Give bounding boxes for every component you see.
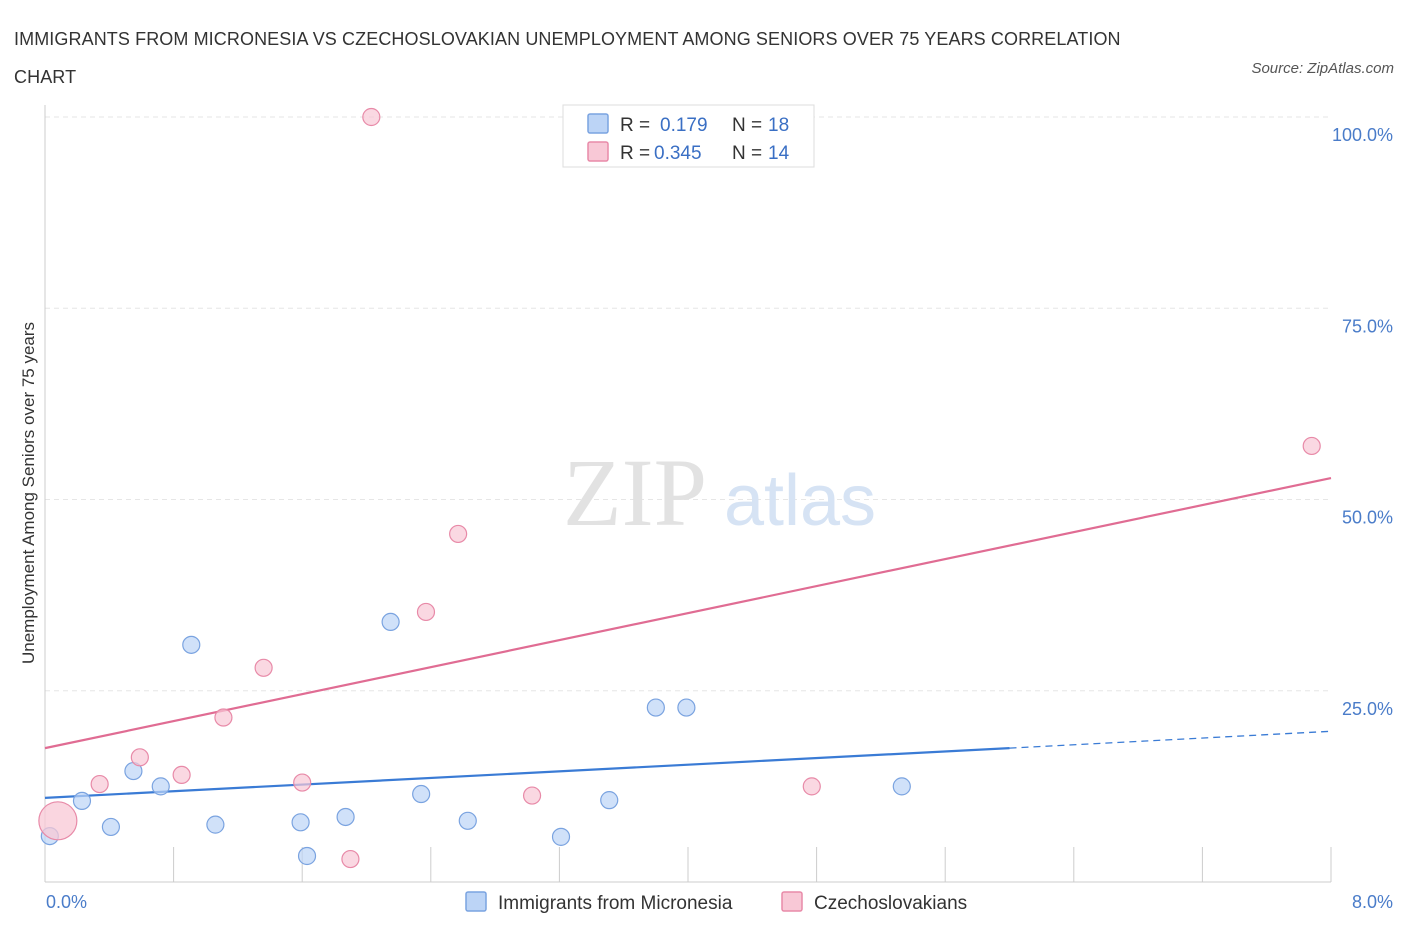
trend-line-micronesia [44,747,1010,799]
point-czechoslovakians [522,786,542,805]
point-micronesia [600,791,619,810]
point-czechoslovakians [214,708,233,727]
bottom-legend-label-czechoslovakians: Czechoslovakians [814,893,967,914]
bottom-legend-swatch-micronesia [465,891,487,912]
bottom-legend: Immigrants from Micronesia Czechoslovaki… [465,891,967,914]
y-tick-label: 25.0% [1342,699,1393,719]
point-micronesia [151,777,170,796]
y-tick-label: 50.0% [1342,508,1393,528]
legend-r-value-1: 0.179 [660,115,708,136]
point-czechoslovakians [1302,436,1321,456]
point-micronesia [458,811,477,830]
chart-source: Source: ZipAtlas.com [1251,60,1394,77]
y-tick-label: 75.0% [1342,316,1393,336]
legend-n-label-2: N = [732,143,762,164]
point-czechoslovakians [341,849,360,869]
point-micronesia [892,777,911,796]
point-micronesia [677,698,696,717]
point-czechoslovakians [172,765,191,785]
legend-swatch-micronesia [587,113,609,134]
point-micronesia [551,827,571,846]
point-micronesia [291,813,310,832]
point-micronesia [412,784,431,804]
point-micronesia [206,815,225,834]
point-czechoslovakians [362,107,381,127]
x-tick-label: 0.0% [46,892,87,912]
point-czechoslovakians [802,777,821,796]
point-micronesia [646,698,665,717]
axes [44,105,1332,883]
point-czechoslovakians [416,602,436,622]
legend-n-label-1: N = [732,115,762,136]
point-micronesia [72,791,92,811]
trend-line-extension [1009,730,1332,749]
y-tick-label: 100.0% [1332,125,1393,145]
point-czechoslovakians [90,774,109,794]
legend-r-label-1: R = [620,115,650,136]
watermark-zip: ZIP [563,439,707,546]
x-tick-label: 8.0% [1352,892,1393,912]
top-legend: R = 0.179 N = 18 R = 0.345 N = 14 [562,104,815,168]
legend-n-value-1: 18 [768,115,789,136]
trend-lines [44,477,1332,799]
point-micronesia [336,807,355,827]
y-axis-label: Unemployment Among Seniors over 75 years [19,322,38,664]
legend-swatch-czechoslovakians [587,141,609,162]
point-czechoslovakians [254,658,273,677]
point-micronesia [101,817,121,837]
legend-n-value-2: 14 [768,143,790,164]
point-czechoslovakians [38,801,78,841]
point-micronesia [297,846,317,866]
legend-r-value-2: 0.345 [654,143,702,164]
legend-r-label-2: R = [620,143,650,164]
chart-title: IMMIGRANTS FROM MICRONESIA VS CZECHOSLOV… [14,29,1121,87]
point-micronesia [381,612,400,632]
point-czechoslovakians [293,773,312,792]
watermark-atlas: atlas [724,461,876,541]
point-micronesia [182,635,201,654]
grid-lines [45,116,1331,692]
bottom-legend-swatch-czechoslovakians [781,891,803,912]
tick-labels: 25.0% 50.0% 75.0% 100.0% 0.0% 8.0% [46,125,1393,912]
point-czechoslovakians [130,748,149,767]
data-points [38,107,1321,869]
trend-line-czechoslovakians [44,477,1332,750]
point-czechoslovakians [449,524,468,544]
bottom-legend-label-micronesia: Immigrants from Micronesia [498,893,733,914]
